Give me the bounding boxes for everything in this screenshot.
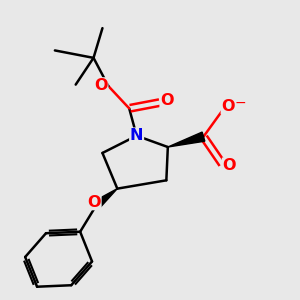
Text: O: O bbox=[94, 78, 108, 93]
Text: O: O bbox=[160, 93, 174, 108]
Text: −: − bbox=[234, 96, 246, 110]
Text: O: O bbox=[87, 194, 101, 209]
Text: O: O bbox=[223, 158, 236, 173]
Polygon shape bbox=[94, 189, 117, 208]
Text: N: N bbox=[130, 128, 143, 143]
Polygon shape bbox=[168, 132, 205, 147]
Text: O: O bbox=[221, 99, 235, 114]
